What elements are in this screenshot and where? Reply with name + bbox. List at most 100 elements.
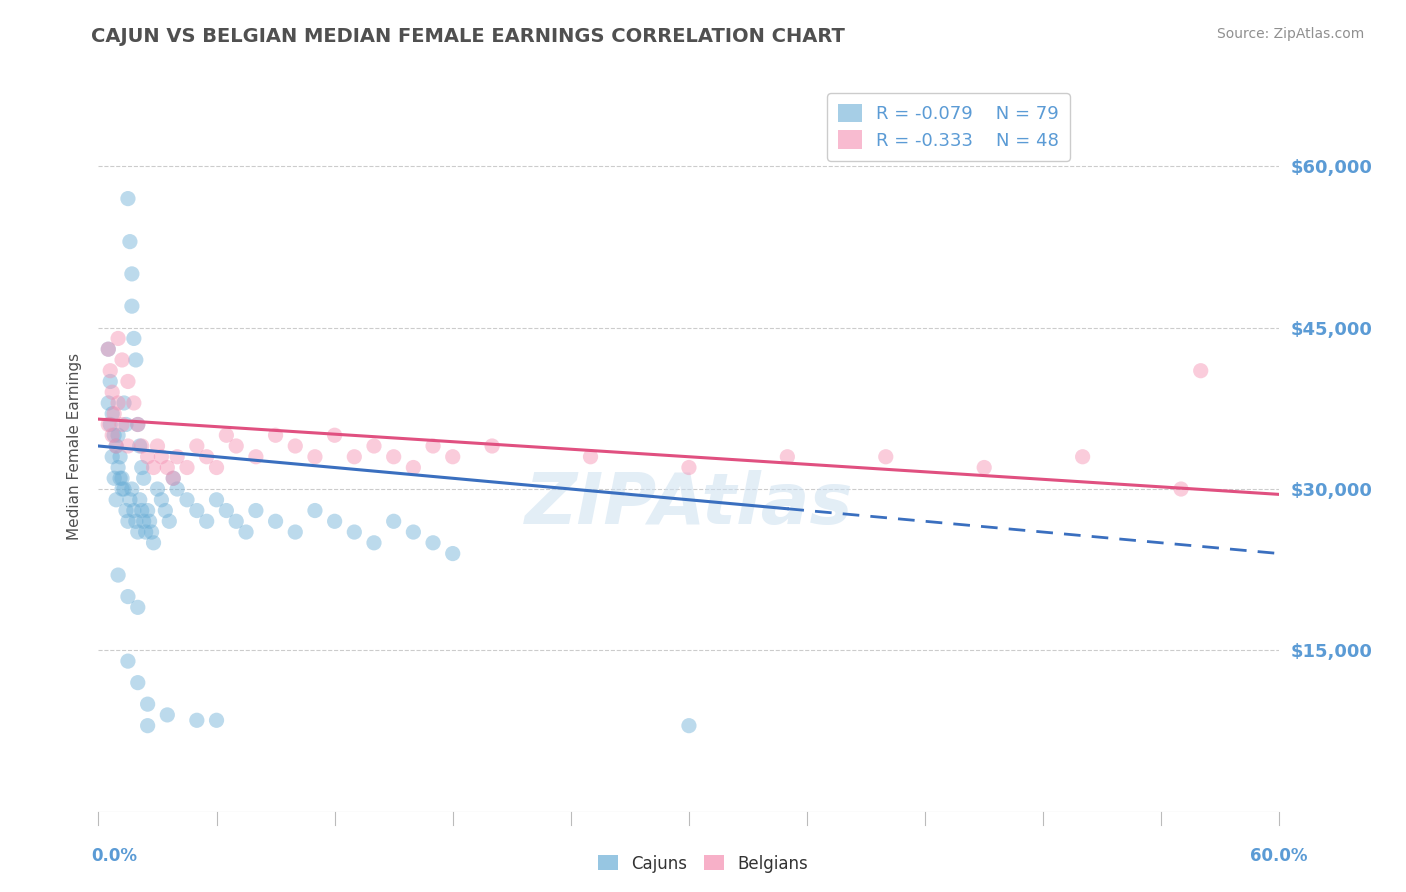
Point <box>776 450 799 464</box>
Point <box>121 267 143 281</box>
Point <box>205 460 228 475</box>
Point <box>1189 364 1212 378</box>
Point <box>107 568 129 582</box>
Point <box>141 524 163 539</box>
Point <box>156 707 179 722</box>
Point <box>112 396 135 410</box>
Point <box>125 353 148 368</box>
Point <box>121 299 143 313</box>
Point <box>107 396 129 410</box>
Point <box>166 482 188 496</box>
Point <box>118 492 141 507</box>
Point <box>146 482 169 496</box>
Point <box>121 482 143 496</box>
Point <box>136 503 159 517</box>
Point <box>382 450 405 464</box>
Point <box>127 417 149 432</box>
Point <box>103 407 125 421</box>
Point <box>111 353 134 368</box>
Point <box>97 342 120 356</box>
Legend: R = -0.079    N = 79, R = -0.333    N = 48: R = -0.079 N = 79, R = -0.333 N = 48 <box>827 93 1070 161</box>
Text: CAJUN VS BELGIAN MEDIAN FEMALE EARNINGS CORRELATION CHART: CAJUN VS BELGIAN MEDIAN FEMALE EARNINGS … <box>91 27 845 45</box>
Point <box>97 417 120 432</box>
Point <box>132 514 155 528</box>
Point <box>205 492 228 507</box>
Point <box>195 514 218 528</box>
Point <box>115 417 138 432</box>
Point <box>481 439 503 453</box>
Point <box>176 460 198 475</box>
Point <box>146 439 169 453</box>
Text: ZIPAtlas: ZIPAtlas <box>524 470 853 539</box>
Point <box>225 439 247 453</box>
Point <box>363 439 385 453</box>
Point <box>323 428 346 442</box>
Point <box>132 471 155 485</box>
Point <box>135 524 157 539</box>
Point <box>245 503 267 517</box>
Text: Source: ZipAtlas.com: Source: ZipAtlas.com <box>1216 27 1364 41</box>
Point <box>323 514 346 528</box>
Point <box>122 503 145 517</box>
Point <box>215 428 238 442</box>
Point <box>98 364 121 378</box>
Point <box>136 450 159 464</box>
Point <box>304 503 326 517</box>
Point <box>304 450 326 464</box>
Point <box>264 514 287 528</box>
Point <box>225 514 247 528</box>
Point <box>402 460 425 475</box>
Point <box>127 417 149 432</box>
Point <box>235 524 257 539</box>
Point <box>875 450 897 464</box>
Point <box>382 514 405 528</box>
Point <box>97 396 120 410</box>
Point <box>117 439 139 453</box>
Point <box>111 482 134 496</box>
Point <box>162 471 184 485</box>
Point <box>157 514 180 528</box>
Point <box>127 600 149 615</box>
Point <box>108 471 131 485</box>
Point <box>103 471 125 485</box>
Point <box>441 450 464 464</box>
Point <box>136 697 159 711</box>
Point <box>107 331 129 345</box>
Point <box>108 450 131 464</box>
Point <box>138 514 160 528</box>
Point <box>105 492 128 507</box>
Point <box>176 492 198 507</box>
Point <box>186 439 208 453</box>
Point <box>117 192 139 206</box>
Point <box>131 439 153 453</box>
Point <box>150 492 173 507</box>
Point <box>136 719 159 733</box>
Point <box>284 439 307 453</box>
Point <box>205 714 228 728</box>
Point <box>122 396 145 410</box>
Point <box>195 450 218 464</box>
Point <box>343 450 366 464</box>
Point <box>125 514 148 528</box>
Point <box>343 524 366 539</box>
Point <box>101 385 124 400</box>
Point <box>98 417 121 432</box>
Point <box>128 439 150 453</box>
Point <box>117 375 139 389</box>
Point <box>122 331 145 345</box>
Point <box>107 428 129 442</box>
Point <box>105 439 128 453</box>
Point <box>441 547 464 561</box>
Legend: Cajuns, Belgians: Cajuns, Belgians <box>592 848 814 880</box>
Point <box>363 536 385 550</box>
Point <box>98 375 121 389</box>
Point <box>162 471 184 485</box>
Point <box>422 536 444 550</box>
Point <box>264 428 287 442</box>
Point <box>166 450 188 464</box>
Point <box>579 450 602 464</box>
Point <box>115 503 138 517</box>
Point <box>101 407 124 421</box>
Point <box>107 460 129 475</box>
Point <box>101 450 124 464</box>
